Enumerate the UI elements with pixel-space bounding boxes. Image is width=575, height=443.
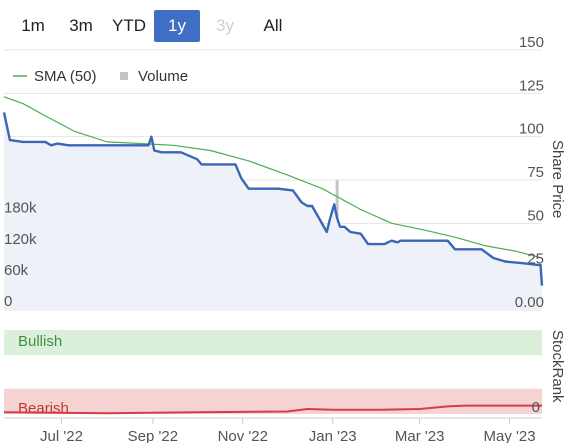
stockrank-axis-title: StockRank bbox=[549, 330, 566, 403]
price-tick-150: 150 bbox=[519, 34, 544, 51]
axis-ticks: 0.00 25 50 75 100 125 150 0 60k 120k 180k bbox=[4, 34, 544, 311]
price-tick-50: 50 bbox=[527, 207, 544, 224]
volume-tick-180k: 180k bbox=[4, 200, 37, 217]
x-tick-label: May '23 bbox=[484, 428, 536, 443]
price-tick-125: 125 bbox=[519, 77, 544, 94]
legend-volume-swatch bbox=[120, 72, 128, 80]
price-area bbox=[4, 112, 542, 311]
range-button-all[interactable]: All bbox=[263, 16, 283, 35]
x-tick-label: Sep '22 bbox=[128, 428, 178, 443]
bullish-band bbox=[4, 330, 542, 356]
x-tick-label: Mar '23 bbox=[395, 428, 445, 443]
stockrank-panel: Bullish Bearish 0 bbox=[3, 330, 542, 417]
x-tick-label: Nov '22 bbox=[218, 428, 268, 443]
x-tick-label: Jan '23 bbox=[309, 428, 357, 443]
legend-volume-label[interactable]: Volume bbox=[138, 68, 188, 85]
legend[interactable]: SMA (50) Volume bbox=[13, 68, 188, 85]
legend-sma-label[interactable]: SMA (50) bbox=[34, 68, 97, 85]
volume-tick-120k: 120k bbox=[4, 231, 37, 248]
range-button-3y: 3y bbox=[216, 16, 234, 35]
range-button-1m[interactable]: 1m bbox=[21, 16, 45, 35]
price-tick-25: 25 bbox=[527, 251, 544, 268]
price-line bbox=[2, 112, 544, 286]
bearish-band bbox=[4, 388, 542, 414]
sma-50-line bbox=[3, 96, 543, 259]
stockrank-line bbox=[3, 404, 542, 415]
price-tick-75: 75 bbox=[527, 164, 544, 181]
range-button-ytd[interactable]: YTD bbox=[112, 16, 146, 35]
price-tick-100: 100 bbox=[519, 121, 544, 138]
share-price-axis-title: Share Price bbox=[549, 140, 566, 218]
range-selector: 1m 3m YTD 1y 3y All bbox=[10, 10, 298, 42]
bearish-label: Bearish bbox=[18, 400, 69, 417]
price-tick-0: 0.00 bbox=[515, 294, 544, 311]
stockrank-tick-0: 0 bbox=[532, 399, 540, 416]
range-button-3m[interactable]: 3m bbox=[69, 16, 93, 35]
range-button-1y[interactable]: 1y bbox=[154, 10, 200, 42]
x-axis: Jul '22 Sep '22 Nov '22 Jan '23 Mar '23 May '… bbox=[4, 417, 542, 443]
volume-tick-60k: 60k bbox=[4, 262, 29, 279]
bullish-label: Bullish bbox=[18, 333, 62, 350]
x-tick-label: Jul '22 bbox=[40, 428, 83, 443]
volume-tick-0: 0 bbox=[4, 293, 12, 310]
